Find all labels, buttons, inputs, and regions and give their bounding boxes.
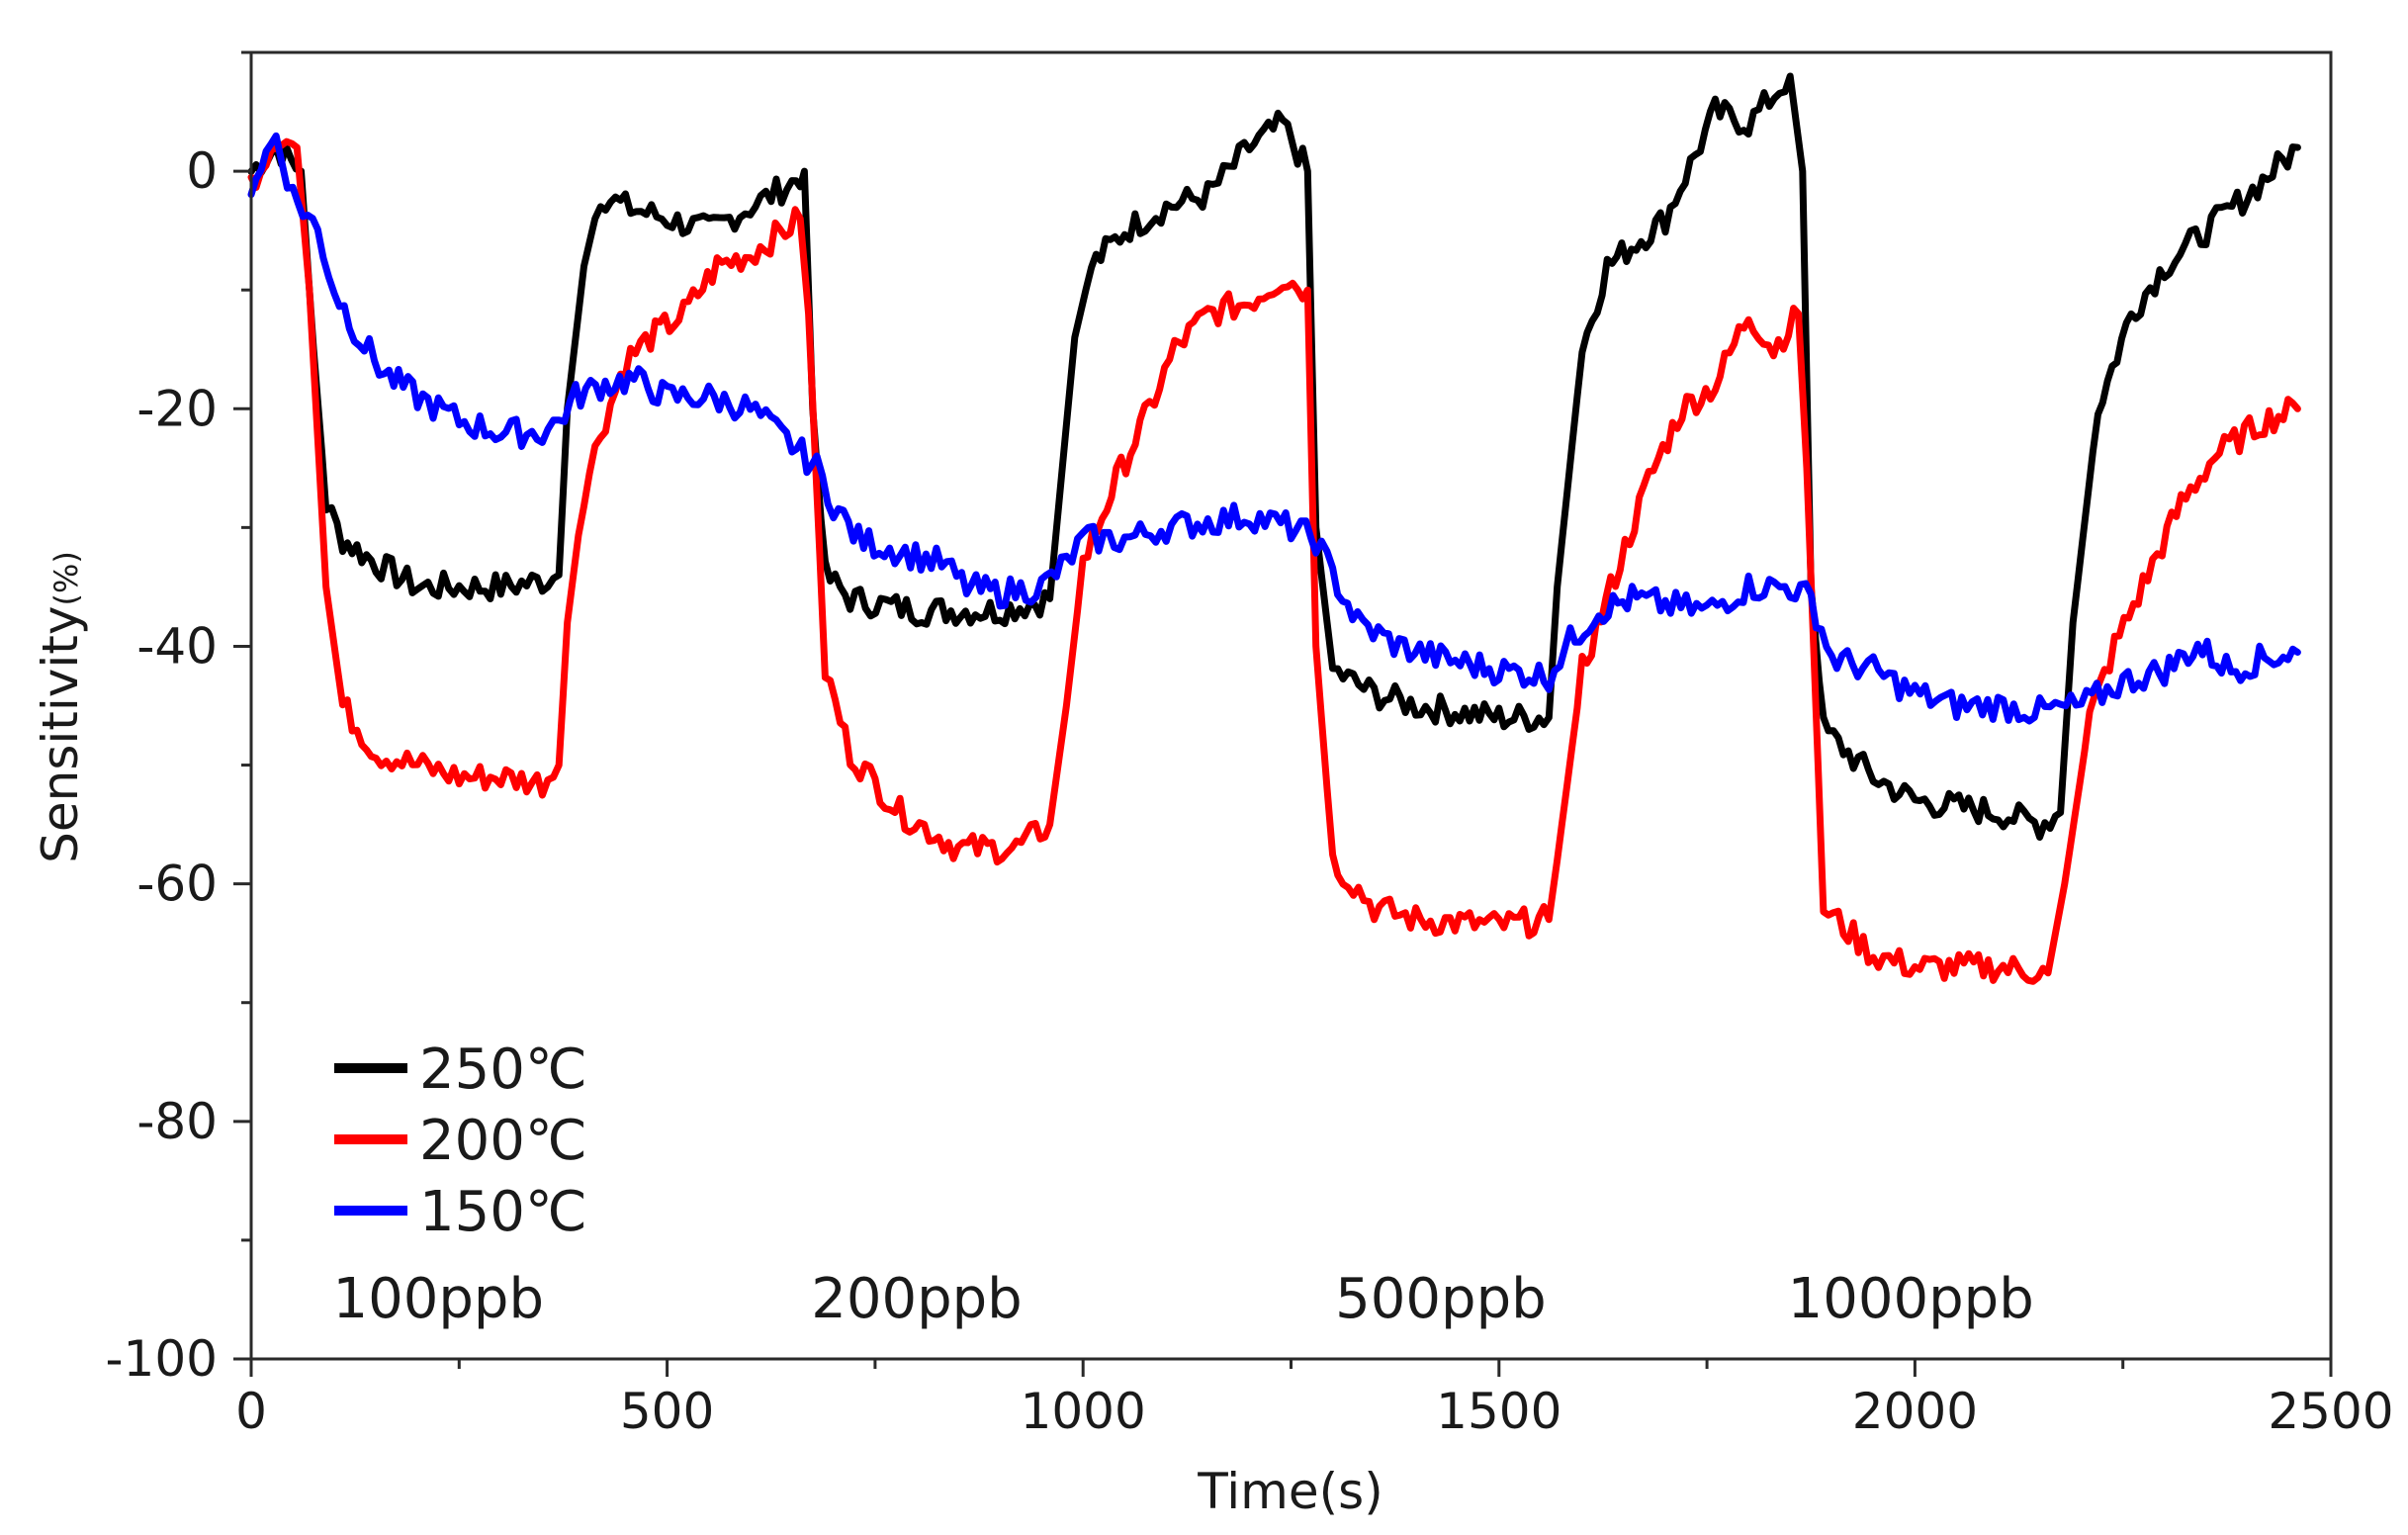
x-tick-label-0: 0 [235, 1383, 267, 1440]
plot-lines [247, 72, 2301, 985]
annotation-1: 200ppb [811, 1267, 1023, 1331]
series-line-2 [247, 132, 2301, 725]
y-tick-label--60: -60 [136, 856, 218, 913]
legend: 250℃ 200℃ 150℃ [334, 1038, 587, 1244]
concentration-annotations: 100ppb 200ppb 500ppb 1000ppb [333, 1267, 2034, 1331]
series-line-0 [247, 72, 2301, 841]
x-tick-label-2000: 2000 [1852, 1383, 1978, 1440]
y-tick-label--40: -40 [136, 617, 218, 675]
y-tick-label--20: -20 [136, 380, 218, 437]
y-tick-label--100: -100 [106, 1330, 218, 1388]
annotation-2: 500ppb [1335, 1267, 1547, 1331]
annotation-0: 100ppb [333, 1267, 545, 1331]
x-tick-label-500: 500 [620, 1383, 714, 1440]
y-axis-title-group: Sensitivity(%) [32, 551, 89, 863]
x-tick-label-1500: 1500 [1436, 1383, 1561, 1440]
y-axis-title: Sensitivity(%) [32, 551, 89, 863]
y-tick-label--80: -80 [136, 1093, 218, 1150]
x-axis-ticks: 0 500 1000 1500 2000 2500 [235, 1359, 2394, 1440]
x-tick-label-2500: 2500 [2268, 1383, 2393, 1440]
y-axis-title-label: Sensitivity [32, 606, 89, 863]
y-axis-title-unit: (%) [47, 551, 85, 605]
y-tick-label-0: 0 [186, 142, 218, 200]
y-axis-ticks: 0 -20 -40 -60 -80 -100 [106, 50, 251, 1388]
legend-label-1: 200℃ [419, 1109, 587, 1173]
series-line-1 [247, 137, 2301, 985]
x-tick-label-1000: 1000 [1021, 1383, 1146, 1440]
legend-label-2: 150℃ [419, 1180, 587, 1244]
legend-label-0: 250℃ [419, 1038, 587, 1102]
annotation-3: 1000ppb [1788, 1267, 2034, 1331]
x-axis-title: Time(s) [1197, 1463, 1382, 1520]
